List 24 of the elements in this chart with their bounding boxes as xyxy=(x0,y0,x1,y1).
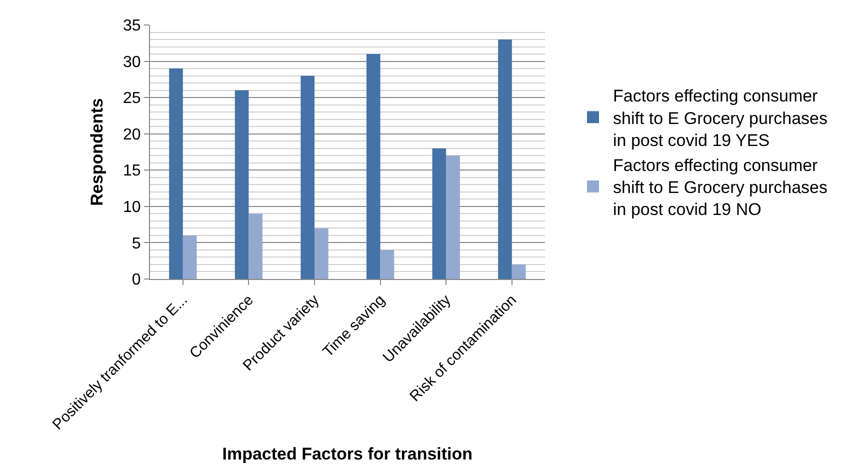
y-tick-label: 10 xyxy=(123,199,141,216)
bar xyxy=(300,76,314,279)
bar xyxy=(366,54,380,279)
y-tick-label: 5 xyxy=(132,235,141,252)
y-axis-title: Respondents xyxy=(88,98,107,206)
y-tick-label: 15 xyxy=(123,162,141,180)
bar xyxy=(432,148,446,279)
bar xyxy=(512,264,526,279)
y-tick-label: 35 xyxy=(123,18,141,35)
x-axis-title: Impacted Factors for transition xyxy=(222,444,473,464)
legend-label: Factors effecting consumer shift to E Grocery purchases in post covid 19 YES xyxy=(613,86,828,150)
y-tick-label: 25 xyxy=(123,90,141,108)
bar xyxy=(380,250,394,279)
bar xyxy=(169,68,183,279)
y-tick-label: 20 xyxy=(123,126,141,144)
bar xyxy=(498,40,512,279)
bar xyxy=(314,228,328,279)
y-tick-label: 30 xyxy=(123,54,141,71)
legend-label: Factors effecting consumer shift to E Grocery purchases in post covid 19 NO xyxy=(613,156,828,220)
bar xyxy=(248,214,263,279)
bar xyxy=(446,156,460,279)
y-tick-label: 0 xyxy=(132,272,141,289)
bar xyxy=(234,90,249,279)
bar xyxy=(182,235,197,279)
